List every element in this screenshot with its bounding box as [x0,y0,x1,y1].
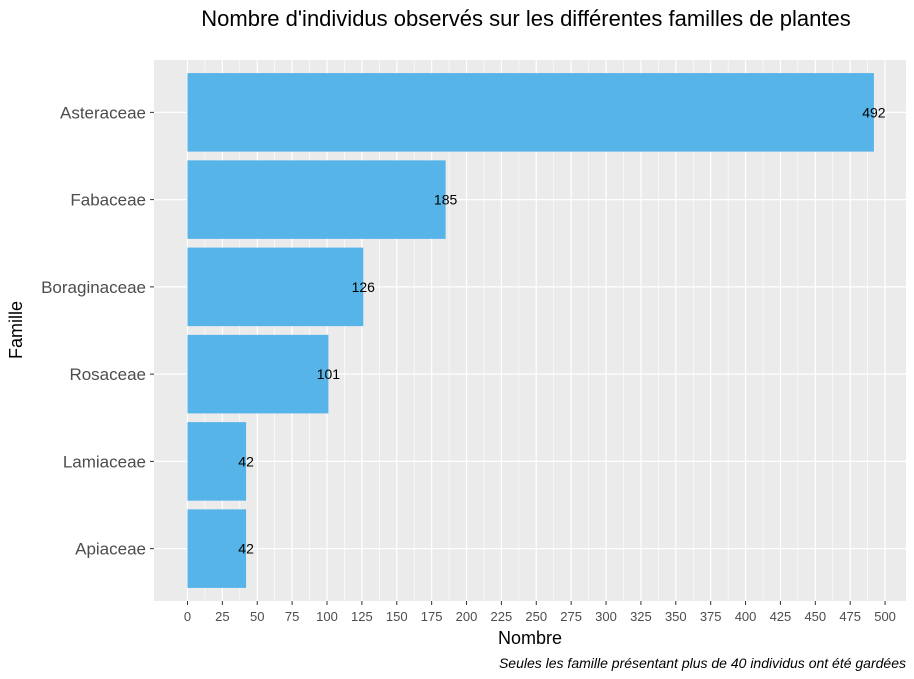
x-tick-label: 300 [595,609,617,624]
category-label: Fabaceae [70,191,146,210]
data-label: 101 [317,366,341,382]
x-tick-label: 425 [770,609,792,624]
x-tick-label: 0 [184,609,191,624]
category-label: Lamiaceae [63,452,146,471]
x-tick-label: 500 [874,609,896,624]
data-label: 185 [434,192,458,208]
x-axis-title: Nombre [498,628,562,648]
data-label: 42 [238,541,254,557]
bar-rosaceae [187,334,329,414]
x-tick-label: 75 [285,609,299,624]
bar-apiaceae [187,509,247,588]
bar-lamiaceae [187,422,247,501]
data-label: 492 [862,104,886,120]
bars [187,73,874,588]
x-tick-label: 175 [421,609,443,624]
x-tick-label: 100 [316,609,338,624]
x-tick-label: 200 [456,609,478,624]
caption: Seules les famille présentant plus de 40… [499,655,906,671]
category-label: Rosaceae [69,365,146,384]
category-label: Asteraceae [60,103,146,122]
data-labels: 492 185 126 101 42 42 [238,104,886,556]
x-tick-label: 400 [735,609,757,624]
x-tick-label: 375 [700,609,722,624]
y-axis: Asteraceae Fabaceae Boraginaceae Rosaceae La… [41,103,154,559]
x-tick-label: 150 [386,609,408,624]
chart-title: Nombre d'individus observés sur les diff… [201,6,850,31]
x-tick-label: 25 [215,609,229,624]
x-tick-label: 125 [351,609,373,624]
data-label: 126 [352,279,376,295]
x-tick-label: 225 [491,609,513,624]
bar-boraginaceae [187,247,364,327]
x-axis: 0 25 50 75 100 125 150 175 200 225 250 275 300 325 350… [184,601,896,624]
category-label: Apiaceae [75,540,146,559]
x-tick-label: 325 [630,609,652,624]
category-label: Boraginaceae [41,278,146,297]
x-tick-label: 450 [804,609,826,624]
data-label: 42 [238,453,254,469]
x-tick-label: 275 [560,609,582,624]
y-axis-title: Famille [6,301,26,359]
x-tick-label: 250 [525,609,547,624]
bar-asteraceae [187,73,874,152]
x-tick-label: 50 [250,609,264,624]
bar-fabaceae [187,160,446,239]
x-tick-label: 350 [665,609,687,624]
x-tick-label: 475 [839,609,861,624]
